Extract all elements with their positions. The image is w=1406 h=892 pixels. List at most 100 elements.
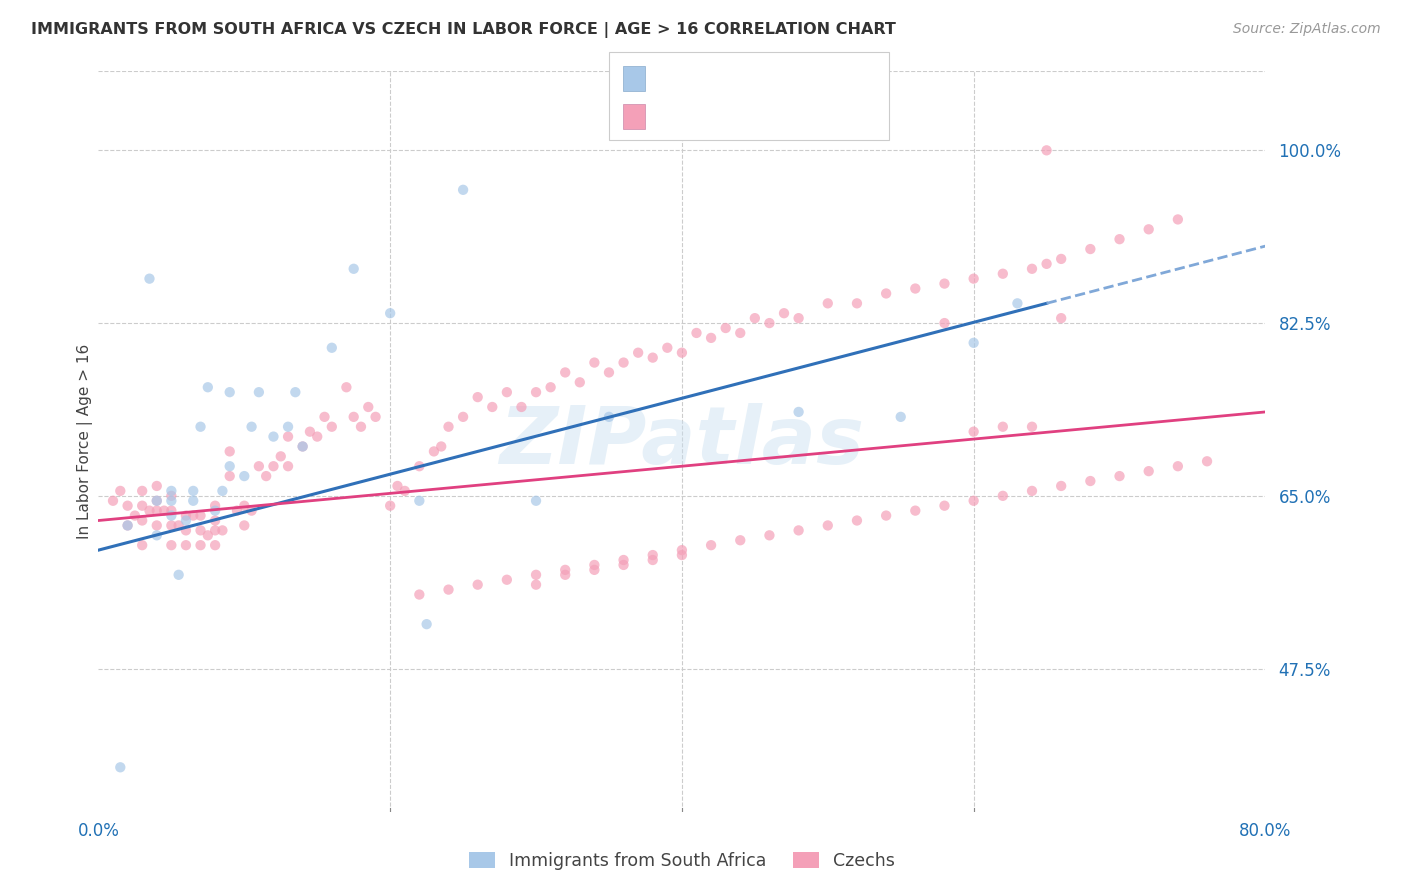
Point (380, 499, 402, 513)
Point (277, 429, 299, 443)
Legend: Immigrants from South Africa, Czechs: Immigrants from South Africa, Czechs (463, 846, 901, 877)
Point (226, 503, 249, 517)
Point (846, 514, 869, 528)
Point (357, 400, 380, 414)
Point (211, 524, 233, 538)
Point (934, 316, 956, 330)
Point (583, 355, 606, 369)
Point (233, 518, 256, 533)
Point (641, 548, 664, 562)
Point (408, 493, 430, 508)
Point (160, 518, 183, 533)
Point (934, 499, 956, 513)
Point (641, 553, 664, 567)
Point (124, 508, 146, 523)
Point (181, 508, 204, 523)
Text: R =: R = (654, 104, 697, 122)
Point (568, 376, 591, 390)
Point (174, 524, 197, 538)
Text: 0.390: 0.390 (685, 66, 740, 84)
Text: 0.174: 0.174 (685, 104, 740, 122)
Y-axis label: In Labor Force | Age > 16: In Labor Force | Age > 16 (76, 344, 93, 539)
Point (408, 459, 430, 474)
Point (131, 514, 153, 528)
Point (991, 419, 1014, 434)
Point (1137, 464, 1160, 478)
Point (387, 479, 409, 493)
Point (875, 286, 897, 301)
Text: 138: 138 (799, 104, 835, 122)
Point (451, 409, 474, 424)
Point (430, 440, 453, 454)
Point (671, 548, 693, 562)
Point (190, 538, 212, 552)
Point (146, 528, 169, 542)
Point (218, 459, 240, 474)
Point (1035, 257, 1057, 271)
Point (685, 326, 707, 340)
Point (730, 533, 752, 548)
Point (1007, 296, 1029, 310)
Point (627, 345, 650, 359)
Point (408, 588, 430, 602)
Point (343, 409, 366, 424)
Point (110, 483, 132, 498)
Point (451, 183, 474, 197)
Point (641, 351, 664, 365)
Point (101, 493, 124, 508)
Point (138, 271, 160, 285)
Point (204, 538, 226, 552)
Point (277, 419, 299, 434)
Point (240, 503, 263, 517)
Point (1167, 212, 1189, 227)
Point (524, 577, 547, 591)
Point (991, 489, 1014, 503)
Point (291, 440, 314, 454)
Point (962, 271, 984, 285)
Point (343, 261, 366, 276)
Point (787, 405, 810, 419)
Point (1108, 469, 1130, 483)
Point (218, 469, 240, 483)
Point (233, 499, 256, 513)
Point (991, 267, 1014, 281)
Point (110, 760, 132, 774)
Point (321, 341, 343, 355)
Point (962, 335, 984, 350)
Point (174, 508, 197, 523)
Point (554, 366, 576, 380)
Point (583, 558, 606, 572)
Point (714, 321, 737, 335)
Point (270, 450, 292, 464)
Point (962, 493, 984, 508)
Point (218, 385, 240, 400)
Text: N =: N = (749, 66, 799, 84)
Point (314, 409, 336, 424)
Point (174, 538, 197, 552)
Point (671, 543, 693, 558)
Point (758, 316, 780, 330)
Point (307, 429, 329, 443)
Point (380, 306, 402, 320)
Point (583, 563, 606, 577)
Point (700, 331, 723, 345)
Point (612, 558, 634, 572)
Point (160, 503, 183, 517)
Point (190, 419, 212, 434)
Point (160, 489, 183, 503)
Point (350, 419, 373, 434)
Point (190, 524, 212, 538)
Point (671, 345, 693, 359)
Point (218, 444, 240, 458)
Point (233, 469, 256, 483)
Point (117, 518, 139, 533)
Point (657, 341, 679, 355)
Point (598, 409, 620, 424)
Point (146, 493, 169, 508)
Point (131, 538, 153, 552)
Point (160, 538, 183, 552)
Point (524, 567, 547, 582)
Point (817, 518, 839, 533)
Point (612, 355, 634, 369)
Point (247, 459, 270, 474)
